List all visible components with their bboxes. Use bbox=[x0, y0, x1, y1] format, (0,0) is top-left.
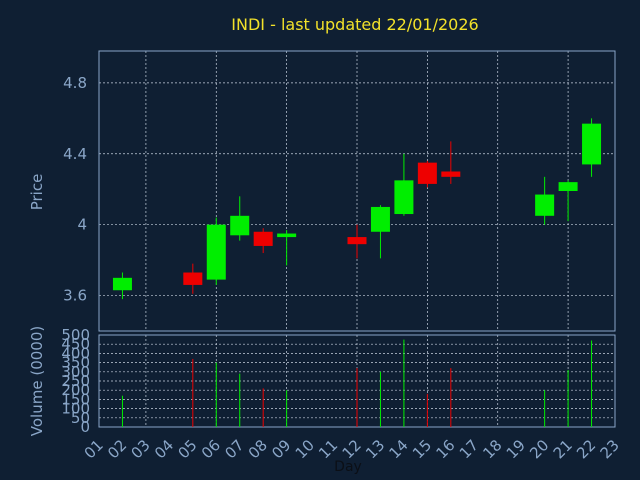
candle-body bbox=[347, 237, 367, 245]
candle-body bbox=[394, 180, 414, 215]
volume-tick-label: 0 bbox=[80, 418, 90, 436]
candle-body bbox=[277, 233, 297, 238]
volume-tick-label: 400 bbox=[61, 344, 90, 362]
volume-tick-label: 250 bbox=[61, 372, 90, 390]
price-tick-label: 4.8 bbox=[63, 74, 87, 92]
volume-tick-label: 450 bbox=[61, 335, 90, 353]
volume-tick-label: 350 bbox=[61, 354, 90, 372]
volume-tick-label: 50 bbox=[71, 409, 90, 427]
price-tick-label: 3.6 bbox=[63, 287, 87, 305]
candle-body bbox=[582, 123, 602, 165]
volume-tick-label: 500 bbox=[61, 326, 90, 344]
candle-body bbox=[417, 162, 437, 184]
x-axis-label: Day bbox=[334, 459, 362, 475]
volume-tick-label: 300 bbox=[61, 363, 90, 381]
price-axis-label: Price bbox=[28, 174, 46, 211]
candle-body bbox=[253, 231, 273, 246]
candle-body bbox=[558, 182, 578, 191]
candle-body bbox=[230, 215, 250, 236]
volume-tick-label: 200 bbox=[61, 381, 90, 399]
candle-body bbox=[370, 206, 390, 232]
price-y-tick-labels: 3.6 4 4.4 4.8 bbox=[63, 74, 87, 305]
candle-body bbox=[206, 224, 226, 280]
candle-body bbox=[441, 171, 461, 177]
chart-title: INDI - last updated 22/01/2026 bbox=[231, 15, 478, 34]
volume-tick-label: 150 bbox=[61, 390, 90, 408]
candles bbox=[112, 118, 602, 300]
candle-body bbox=[183, 272, 203, 285]
volume-tick-label: 100 bbox=[61, 400, 90, 418]
candle-body bbox=[112, 277, 132, 291]
price-plot-frame bbox=[98, 50, 616, 332]
candle-body bbox=[535, 194, 555, 216]
volume-axis-label: Volume (0000) bbox=[28, 326, 46, 436]
volume-bars bbox=[121, 339, 593, 427]
price-tick-label: 4 bbox=[77, 216, 87, 234]
price-tick-label: 4.4 bbox=[63, 145, 87, 163]
